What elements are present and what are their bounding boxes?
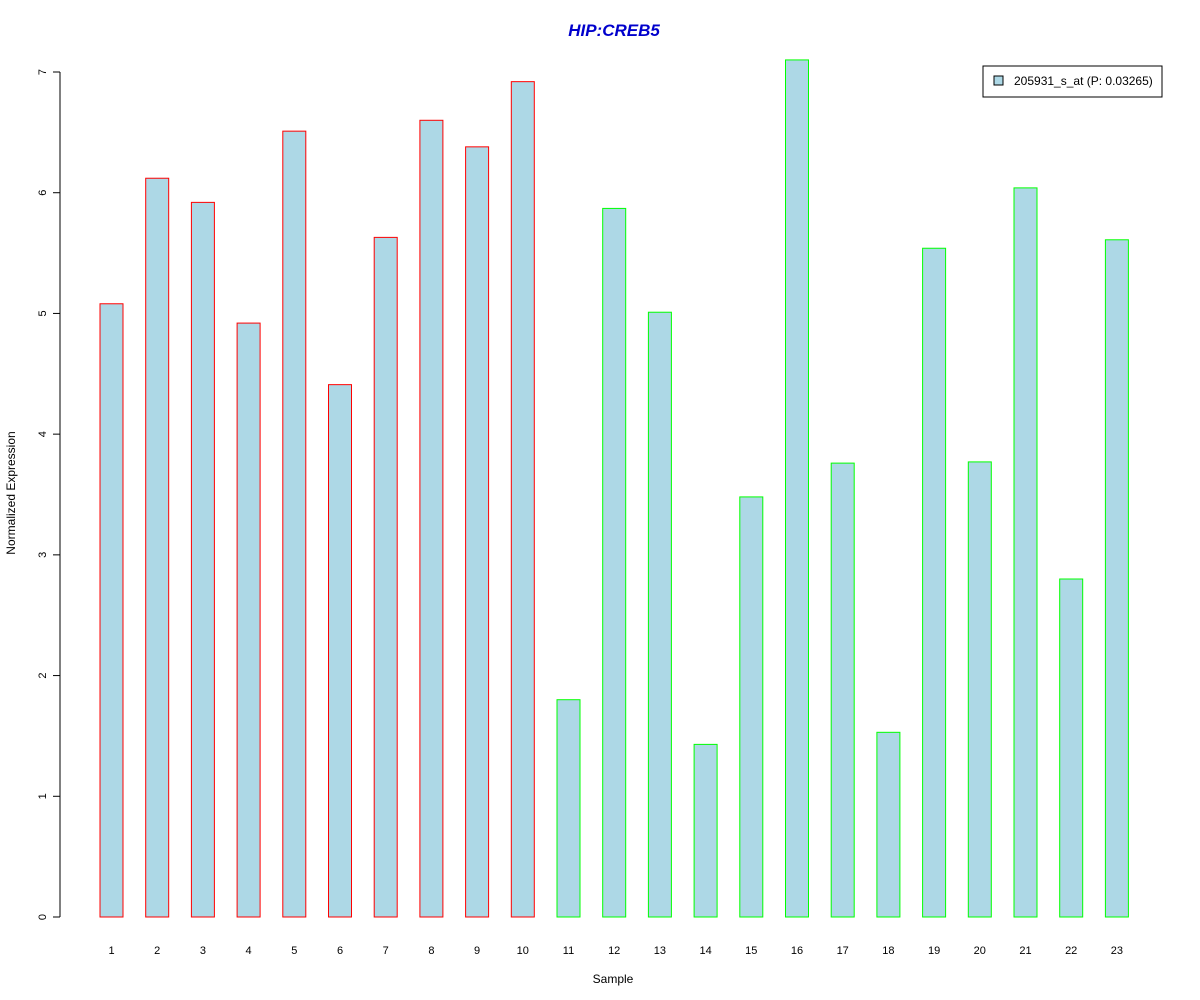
x-tick-label: 6 <box>337 945 343 957</box>
bar-sample-23 <box>1104 239 1129 918</box>
x-tick-label: 19 <box>928 945 940 957</box>
bar-sample-7 <box>373 236 398 918</box>
x-tick-label: 3 <box>200 945 206 957</box>
bar-sample-3 <box>190 201 215 918</box>
x-tick-label: 9 <box>474 945 480 957</box>
x-tick-label: 13 <box>654 945 666 957</box>
legend-label: 205931_s_at (P: 0.03265) <box>1014 74 1153 88</box>
bar-sample-17 <box>830 462 855 918</box>
bar-sample-16 <box>785 59 809 918</box>
bar-sample-9 <box>465 146 490 918</box>
x-tick-label: 1 <box>108 945 114 957</box>
x-axis-label: Sample <box>593 972 634 986</box>
x-tick-label: 15 <box>745 945 757 957</box>
bar-sample-2 <box>145 177 170 918</box>
x-tick-label: 12 <box>608 945 620 957</box>
y-tick-label: 2 <box>37 673 49 679</box>
bar-sample-14 <box>693 743 718 918</box>
y-tick-label: 6 <box>37 190 49 196</box>
chart-title: HIP:CREB5 <box>568 21 660 40</box>
x-tick-label: 16 <box>791 945 803 957</box>
y-tick-label: 7 <box>37 69 49 75</box>
bars <box>99 59 1129 918</box>
x-tick-label: 5 <box>291 945 297 957</box>
bar-sample-6 <box>328 384 352 918</box>
bar-sample-20 <box>967 461 992 918</box>
bar-sample-4 <box>236 322 261 918</box>
y-tick-label: 3 <box>37 552 49 558</box>
bar-sample-18 <box>876 731 901 918</box>
x-tick-label: 7 <box>383 945 389 957</box>
x-tick-label: 17 <box>837 945 849 957</box>
bar-sample-5 <box>282 130 307 918</box>
y-tick-label: 0 <box>37 914 49 920</box>
bar-sample-1 <box>99 303 124 918</box>
bar-sample-11 <box>556 699 581 918</box>
bar-sample-12 <box>602 207 627 918</box>
x-tick-label: 21 <box>1019 945 1031 957</box>
legend-box <box>982 65 1163 98</box>
bar-sample-10 <box>510 81 535 918</box>
y-tick-label: 1 <box>37 793 49 799</box>
x-tick-label: 8 <box>428 945 434 957</box>
bar-sample-22 <box>1059 578 1084 918</box>
x-tick-label: 14 <box>699 945 711 957</box>
bar-sample-21 <box>1013 187 1038 918</box>
bar-sample-8 <box>419 119 444 918</box>
legend: 205931_s_at (P: 0.03265) <box>982 65 1163 98</box>
bar-sample-13 <box>647 311 672 918</box>
x-tick-label: 20 <box>974 945 986 957</box>
x-axis-ticks: 1 2 3 4 5 6 7 8 9 10 11 12 13 14 15 16 17 18 19 20 21 22 23 <box>108 945 1123 957</box>
x-tick-label: 2 <box>154 945 160 957</box>
y-tick-label: 4 <box>37 431 49 437</box>
x-tick-label: 10 <box>517 945 529 957</box>
x-tick-label: 11 <box>563 945 574 957</box>
x-tick-label: 4 <box>246 945 252 957</box>
y-tick-label: 5 <box>37 310 49 316</box>
bar-sample-15 <box>739 496 764 918</box>
x-tick-label: 22 <box>1065 945 1077 957</box>
legend-swatch <box>993 75 1004 86</box>
x-tick-label: 23 <box>1111 945 1123 957</box>
y-axis-label: Normalized Expression <box>4 431 18 554</box>
y-axis: 0 1 2 3 4 5 6 7 <box>37 69 61 920</box>
x-tick-label: 18 <box>882 945 894 957</box>
bar-sample-19 <box>922 247 947 918</box>
